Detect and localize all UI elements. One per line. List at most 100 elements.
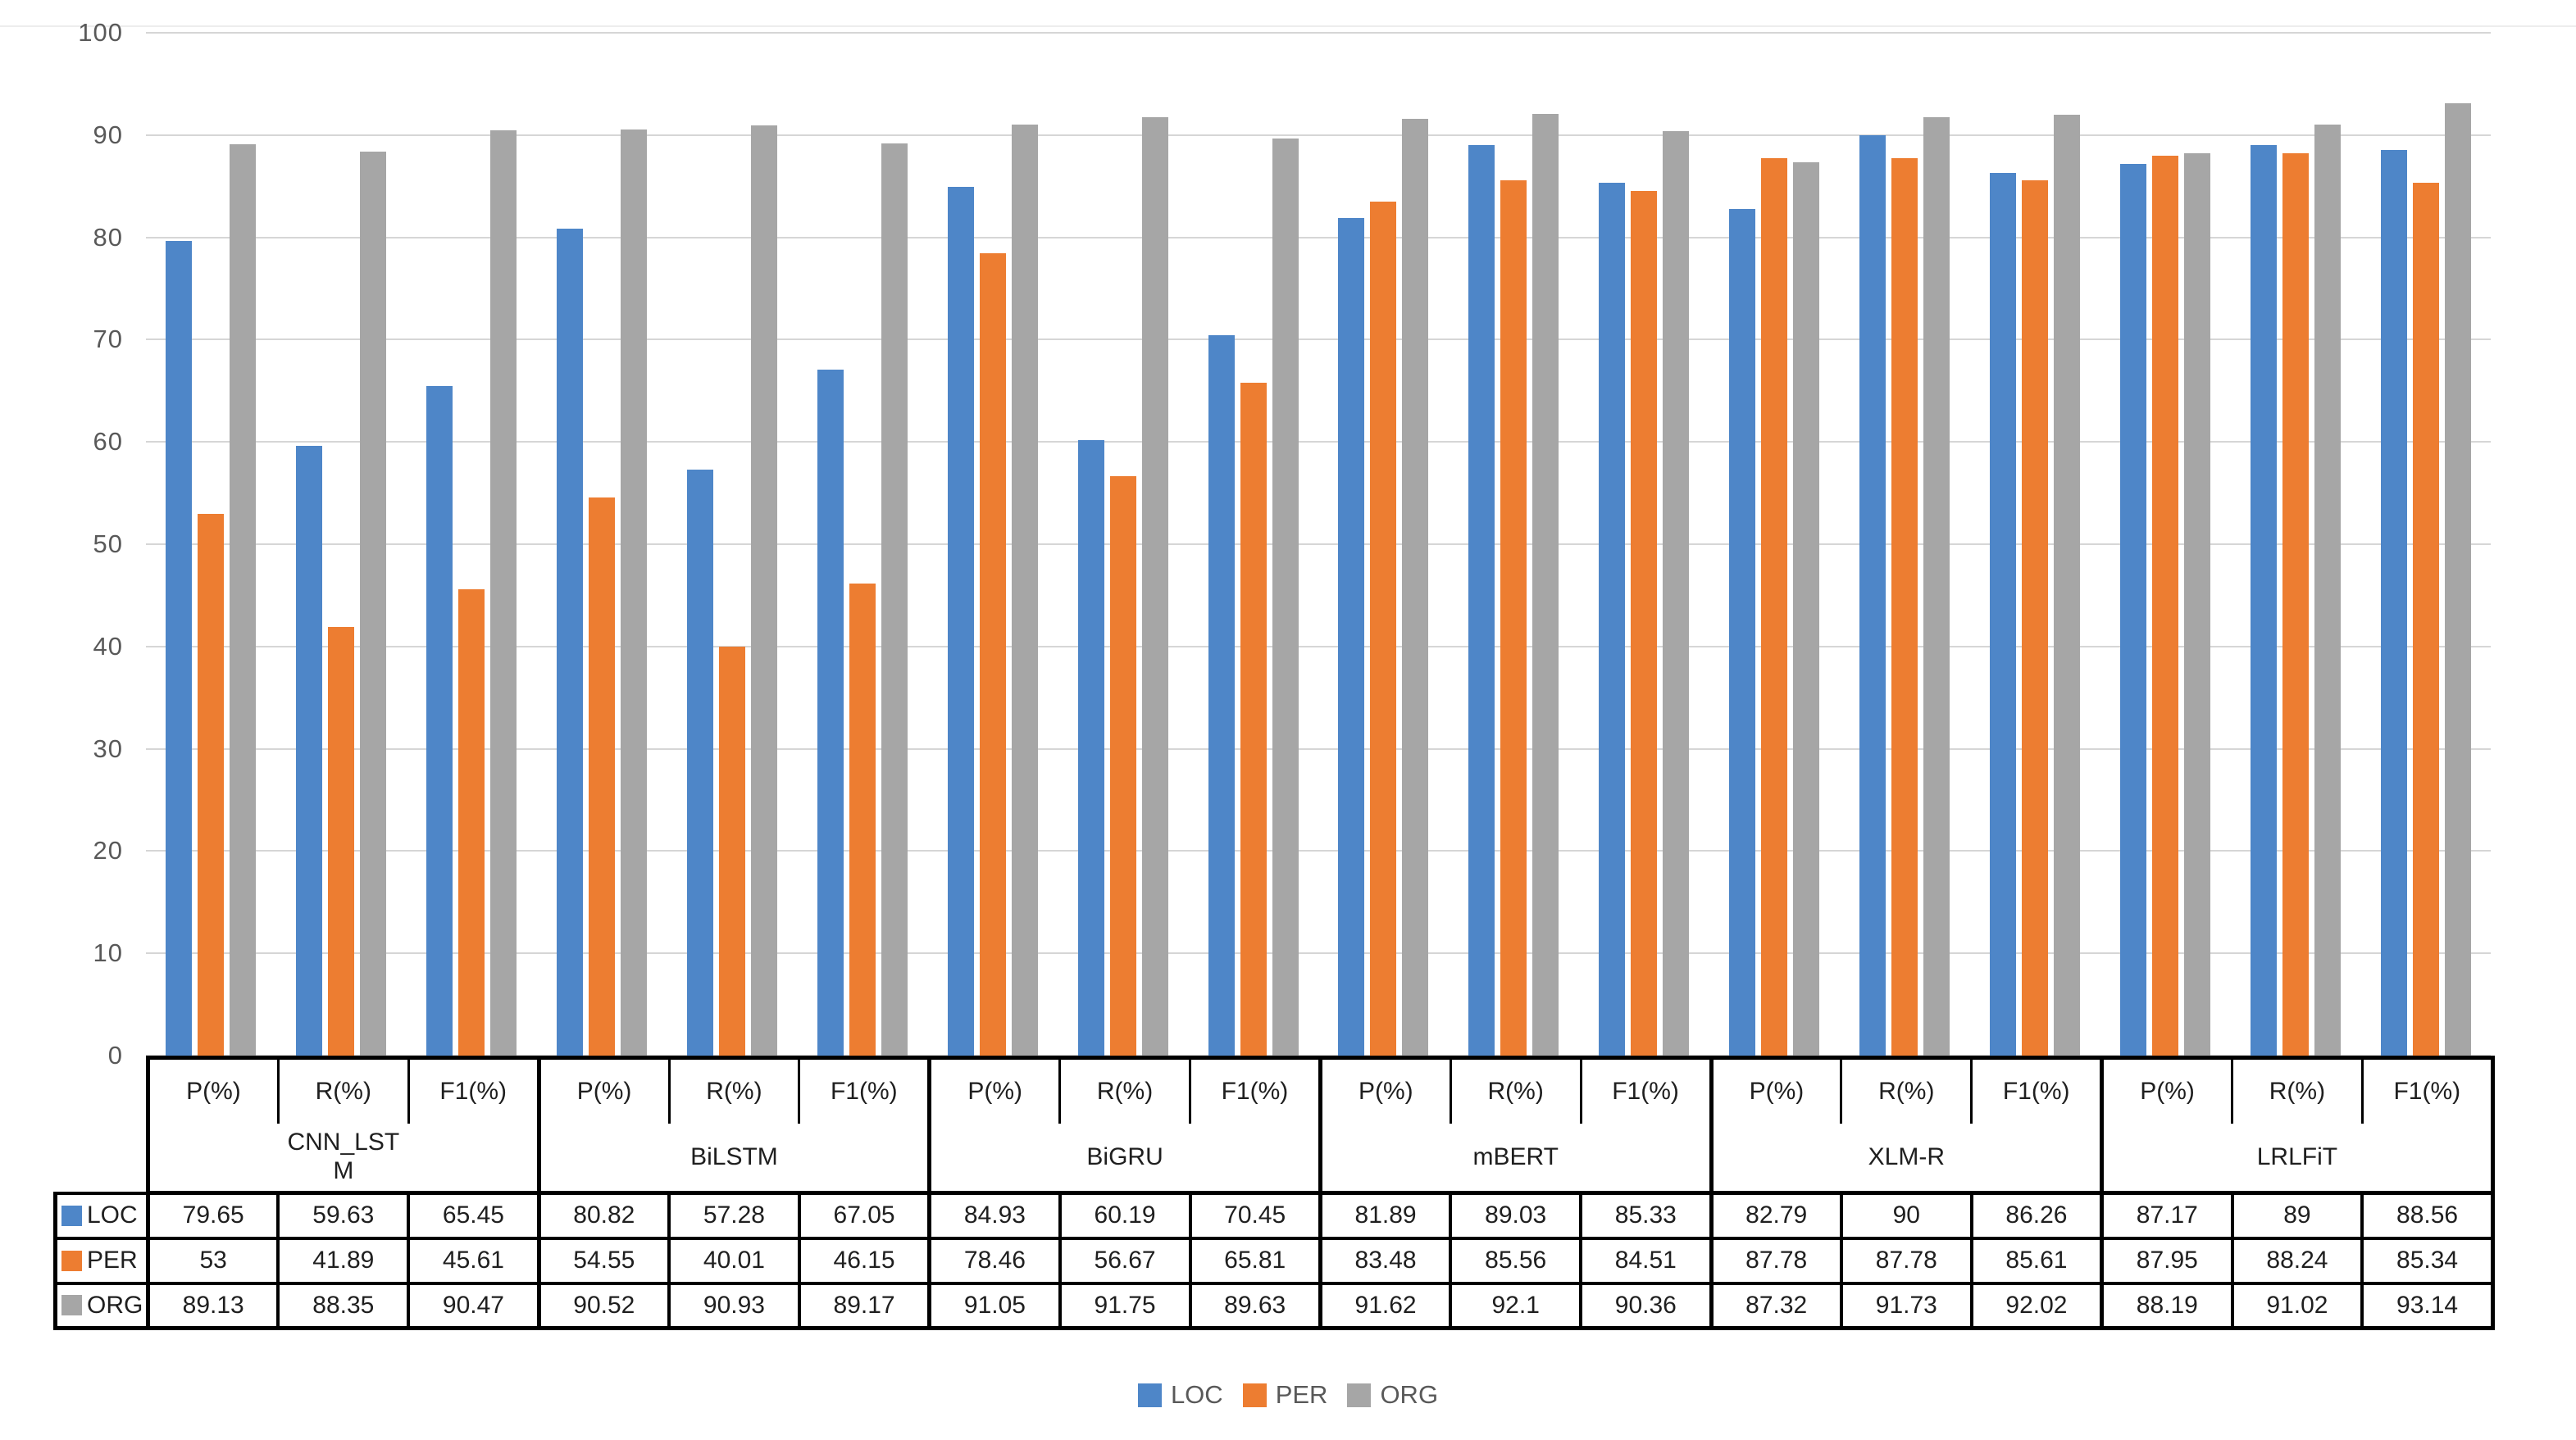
group-mBERT-F1(%) (1579, 33, 1709, 1056)
bar-loc (1338, 218, 1365, 1056)
value-cell-loc: 86.26 (1969, 1191, 2104, 1240)
bar-per (2282, 152, 2309, 1056)
value-cell-per: 85.56 (1449, 1236, 1583, 1285)
series-swatch-per (61, 1250, 82, 1271)
y-axis-tick-label: 20 (93, 836, 123, 865)
bar-per (1109, 475, 1136, 1056)
group-XLM-R-R(%) (1840, 33, 1970, 1056)
bar-per (328, 627, 355, 1056)
bar-loc (1208, 334, 1235, 1056)
value-cell-loc: 87.17 (2100, 1191, 2234, 1240)
value-cell-org: 91.05 (927, 1281, 1062, 1330)
value-cell-loc: 90 (1839, 1191, 1973, 1240)
series-swatch-loc (61, 1205, 82, 1226)
model-name-label: LRLFiT (2256, 1142, 2338, 1170)
value-cell-org: 87.32 (1709, 1281, 1843, 1330)
value-cell-per: 85.34 (2360, 1236, 2495, 1285)
metric-header: P(%) (2100, 1056, 2233, 1124)
y-axis-tick-label: 0 (107, 1041, 123, 1070)
value-cell-loc: 89 (2230, 1191, 2364, 1240)
value-cell-per: 53 (146, 1236, 280, 1285)
value-cell-per: 87.78 (1839, 1236, 1973, 1285)
legend-swatch-org (1347, 1383, 1372, 1407)
bar-per (1500, 180, 1527, 1056)
value-cell-loc: 84.93 (927, 1191, 1062, 1240)
bar-org (1011, 124, 1038, 1056)
value-cell-loc: 65.45 (407, 1191, 541, 1240)
bar-org (881, 143, 908, 1056)
group-XLM-R-P(%) (1709, 33, 1840, 1056)
bar-org (2053, 114, 2080, 1056)
value-cell-per: 40.01 (667, 1236, 801, 1285)
metric-header: F1(%) (1189, 1056, 1322, 1124)
bar-loc (2380, 149, 2407, 1056)
model-name-label: mBERT (1472, 1142, 1559, 1170)
value-cell-per: 78.46 (927, 1236, 1062, 1285)
series-key-loc: LOC (53, 1191, 150, 1240)
value-cell-per: 87.78 (1709, 1236, 1843, 1285)
value-cell-per: 65.81 (1188, 1236, 1322, 1285)
group-mBERT-P(%) (1318, 33, 1449, 1056)
legend-label: ORG (1380, 1380, 1439, 1409)
value-cell-org: 88.19 (2100, 1281, 2234, 1330)
y-axis-tick-label: 30 (93, 734, 123, 763)
bar-loc (1468, 144, 1495, 1056)
group-CNN_LSTM-R(%) (276, 33, 407, 1056)
bar-loc (2250, 145, 2277, 1056)
bar-loc (1989, 173, 2016, 1056)
bar-loc (817, 370, 844, 1056)
model-name-label: BiGRU (1086, 1142, 1163, 1170)
model-name-label: BiLSTM (690, 1142, 778, 1170)
value-cell-per: 46.15 (797, 1236, 931, 1285)
bar-loc (557, 229, 584, 1056)
metric-header: P(%) (927, 1056, 1062, 1124)
metric-header: F1(%) (1579, 1056, 1713, 1124)
value-cell-org: 90.52 (536, 1281, 671, 1330)
series-key-label: LOC (87, 1202, 138, 1229)
group-BiLSTM-F1(%) (797, 33, 927, 1056)
value-cell-loc: 79.65 (146, 1191, 280, 1240)
group-BiGRU-P(%) (927, 33, 1058, 1056)
value-cell-org: 91.02 (2230, 1281, 2364, 1330)
gridline (146, 1055, 2491, 1056)
model-header-xlm-r: XLM-R (1709, 1123, 2104, 1195)
legend-item-loc: LOC (1137, 1380, 1223, 1410)
metric-header: R(%) (1449, 1056, 1582, 1124)
bar-loc (2119, 164, 2146, 1056)
bar-per (1370, 202, 1397, 1056)
plot-area (146, 32, 2491, 1056)
value-cell-per: 45.61 (407, 1236, 541, 1285)
model-header-mbert: mBERT (1318, 1123, 1713, 1195)
y-axis-tick-label: 100 (78, 18, 123, 47)
bar-org (1793, 162, 1820, 1056)
bar-loc (1077, 439, 1104, 1056)
table-corner-empty (56, 1124, 148, 1193)
model-header-lrlfit: LRLFiT (2100, 1123, 2495, 1195)
group-BiGRU-R(%) (1058, 33, 1188, 1056)
bar-org (1402, 118, 1429, 1056)
bar-groups (146, 33, 2491, 1056)
value-cell-org: 90.36 (1579, 1281, 1713, 1330)
model-header-bilstm: BiLSTM (536, 1123, 931, 1195)
value-cell-per: 87.95 (2100, 1236, 2234, 1285)
bar-per (2412, 182, 2439, 1056)
group-LRLFiT-F1(%) (2360, 33, 2491, 1056)
metric-header: R(%) (1840, 1056, 1973, 1124)
figure-top-rule (0, 25, 2576, 27)
value-cell-org: 93.14 (2360, 1281, 2495, 1330)
metric-header: P(%) (536, 1056, 671, 1124)
series-key-per: PER (53, 1236, 150, 1285)
value-cell-org: 90.47 (407, 1281, 541, 1330)
y-axis-tick-label: 40 (93, 631, 123, 661)
y-axis-tick-label: 80 (93, 222, 123, 252)
bar-per (1240, 382, 1267, 1056)
bar-loc (166, 240, 193, 1056)
bar-org (1532, 113, 1559, 1056)
bar-loc (1859, 134, 1886, 1056)
value-cell-org: 89.13 (146, 1281, 280, 1330)
group-mBERT-R(%) (1449, 33, 1579, 1056)
value-cell-loc: 59.63 (276, 1191, 411, 1240)
value-cell-loc: 82.79 (1709, 1191, 1843, 1240)
bar-org (1141, 116, 1168, 1056)
